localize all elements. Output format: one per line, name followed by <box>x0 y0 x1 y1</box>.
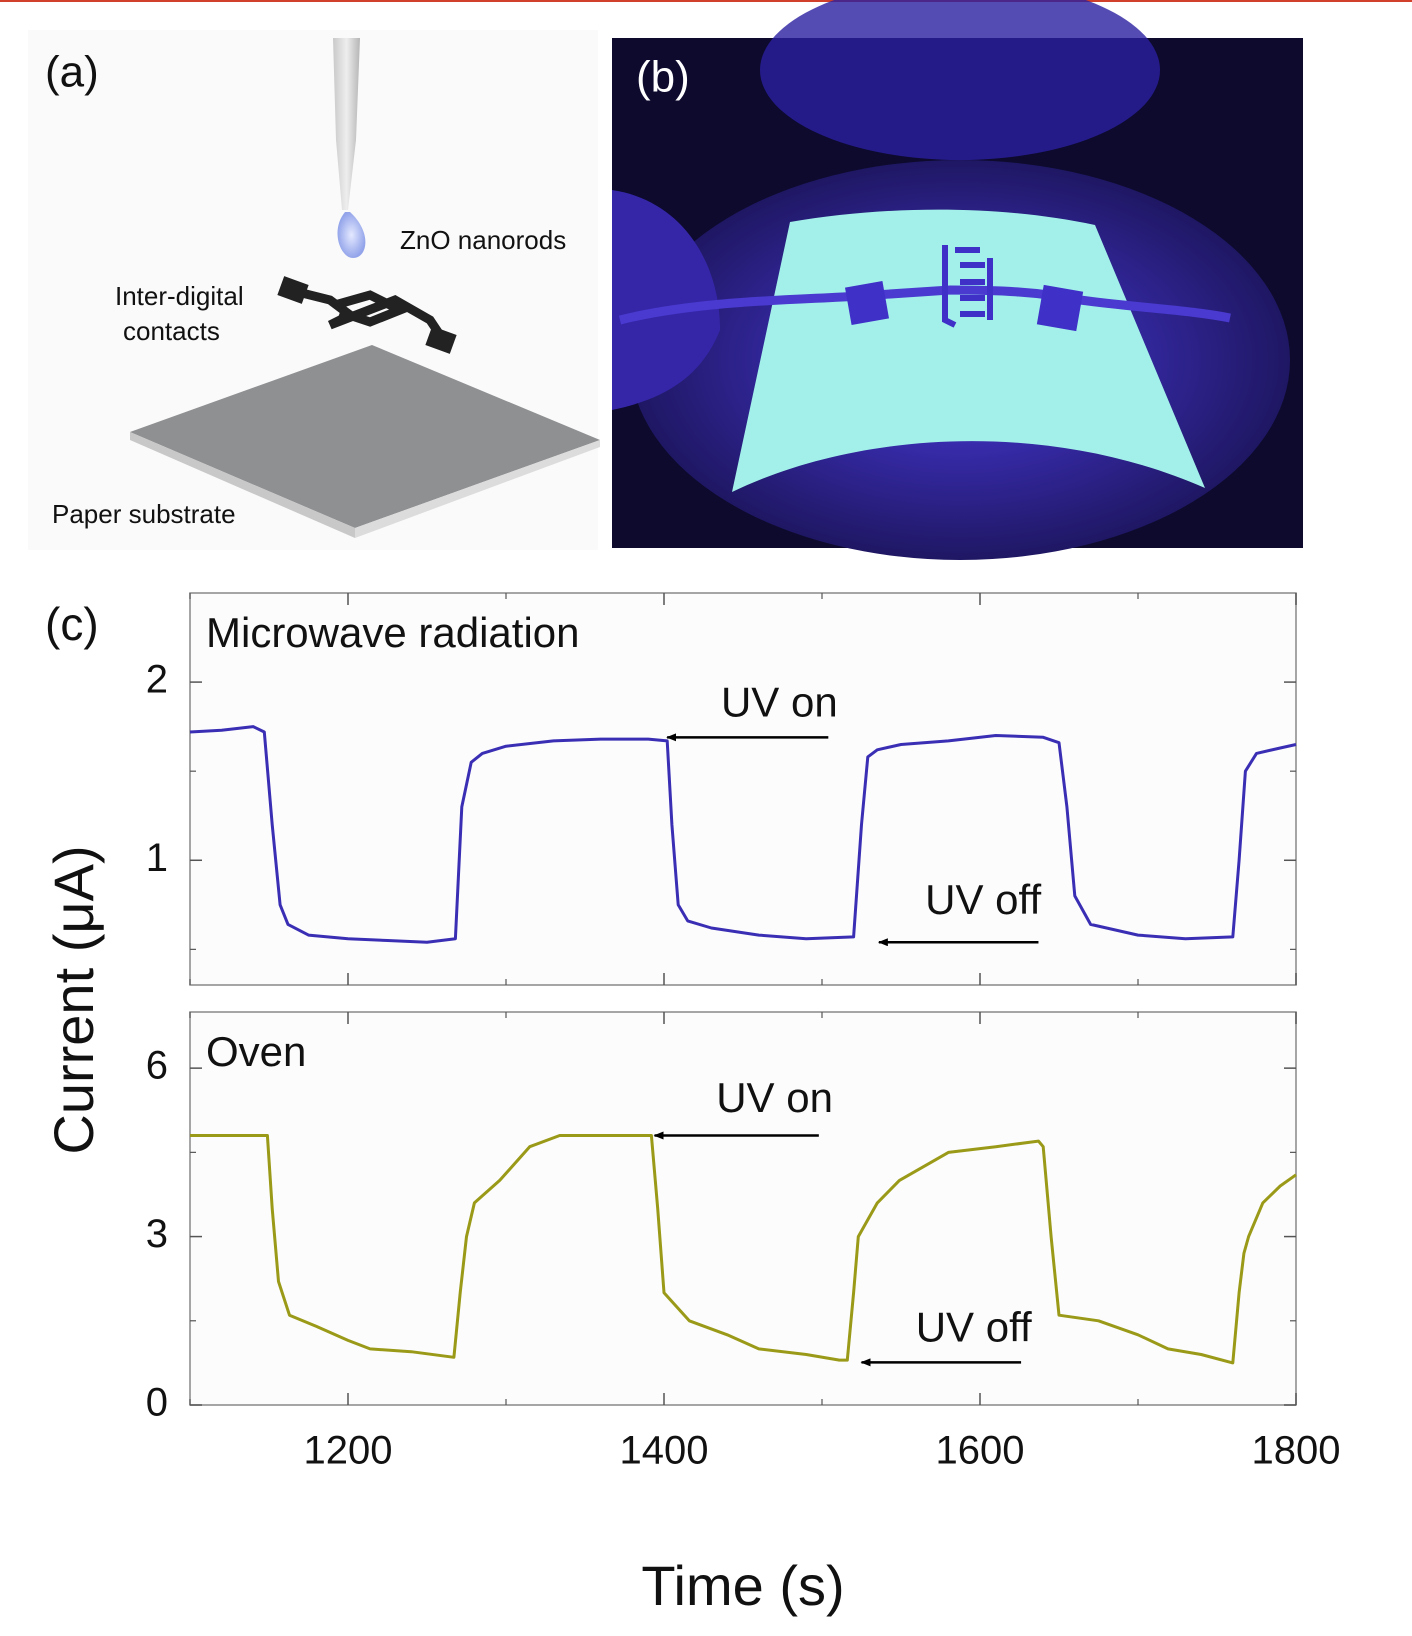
pad <box>1037 285 1083 331</box>
panel-label: (c) <box>45 598 99 650</box>
diagram-label: Paper substrate <box>52 499 236 529</box>
y-axis-label: Current (μA) <box>42 845 105 1154</box>
photo: (b) <box>612 0 1303 560</box>
series-label: Microwave radiation <box>206 609 580 656</box>
annotation: UV off <box>916 1303 1032 1350</box>
y-tick-label: 6 <box>146 1044 168 1088</box>
diagram-label: Inter-digital <box>115 281 244 311</box>
charts: 1 2 Microwave radiation UV on UV off Current … <box>42 593 1341 1617</box>
diagram-label: ZnO nanorods <box>400 225 566 255</box>
annotation: UV off <box>925 876 1041 923</box>
pad <box>845 281 889 325</box>
diagram: ZnO nanorods Inter-digital contacts Pape… <box>28 30 600 550</box>
series-label: Oven <box>206 1028 306 1075</box>
annotation: UV on <box>716 1074 833 1121</box>
y-tick-label: 1 <box>146 836 168 880</box>
plot-frame <box>190 1012 1296 1405</box>
annotation: UV on <box>721 678 838 725</box>
panel-label: (b) <box>636 53 690 102</box>
x-tick-label: 1200 <box>304 1429 393 1473</box>
x-tick-label: 1400 <box>620 1429 709 1473</box>
y-tick-label: 0 <box>146 1381 168 1425</box>
panel-label: (a) <box>45 48 99 97</box>
diagram-label: contacts <box>123 316 220 346</box>
x-axis-label: Time (s) <box>641 1554 844 1617</box>
figure: ZnO nanorods Inter-digital contacts Pape… <box>0 0 1412 1636</box>
x-tick-label: 1600 <box>936 1429 1025 1473</box>
y-tick-label: 3 <box>146 1212 168 1256</box>
x-tick-label: 1800 <box>1252 1429 1341 1473</box>
y-tick-label: 2 <box>146 658 168 702</box>
